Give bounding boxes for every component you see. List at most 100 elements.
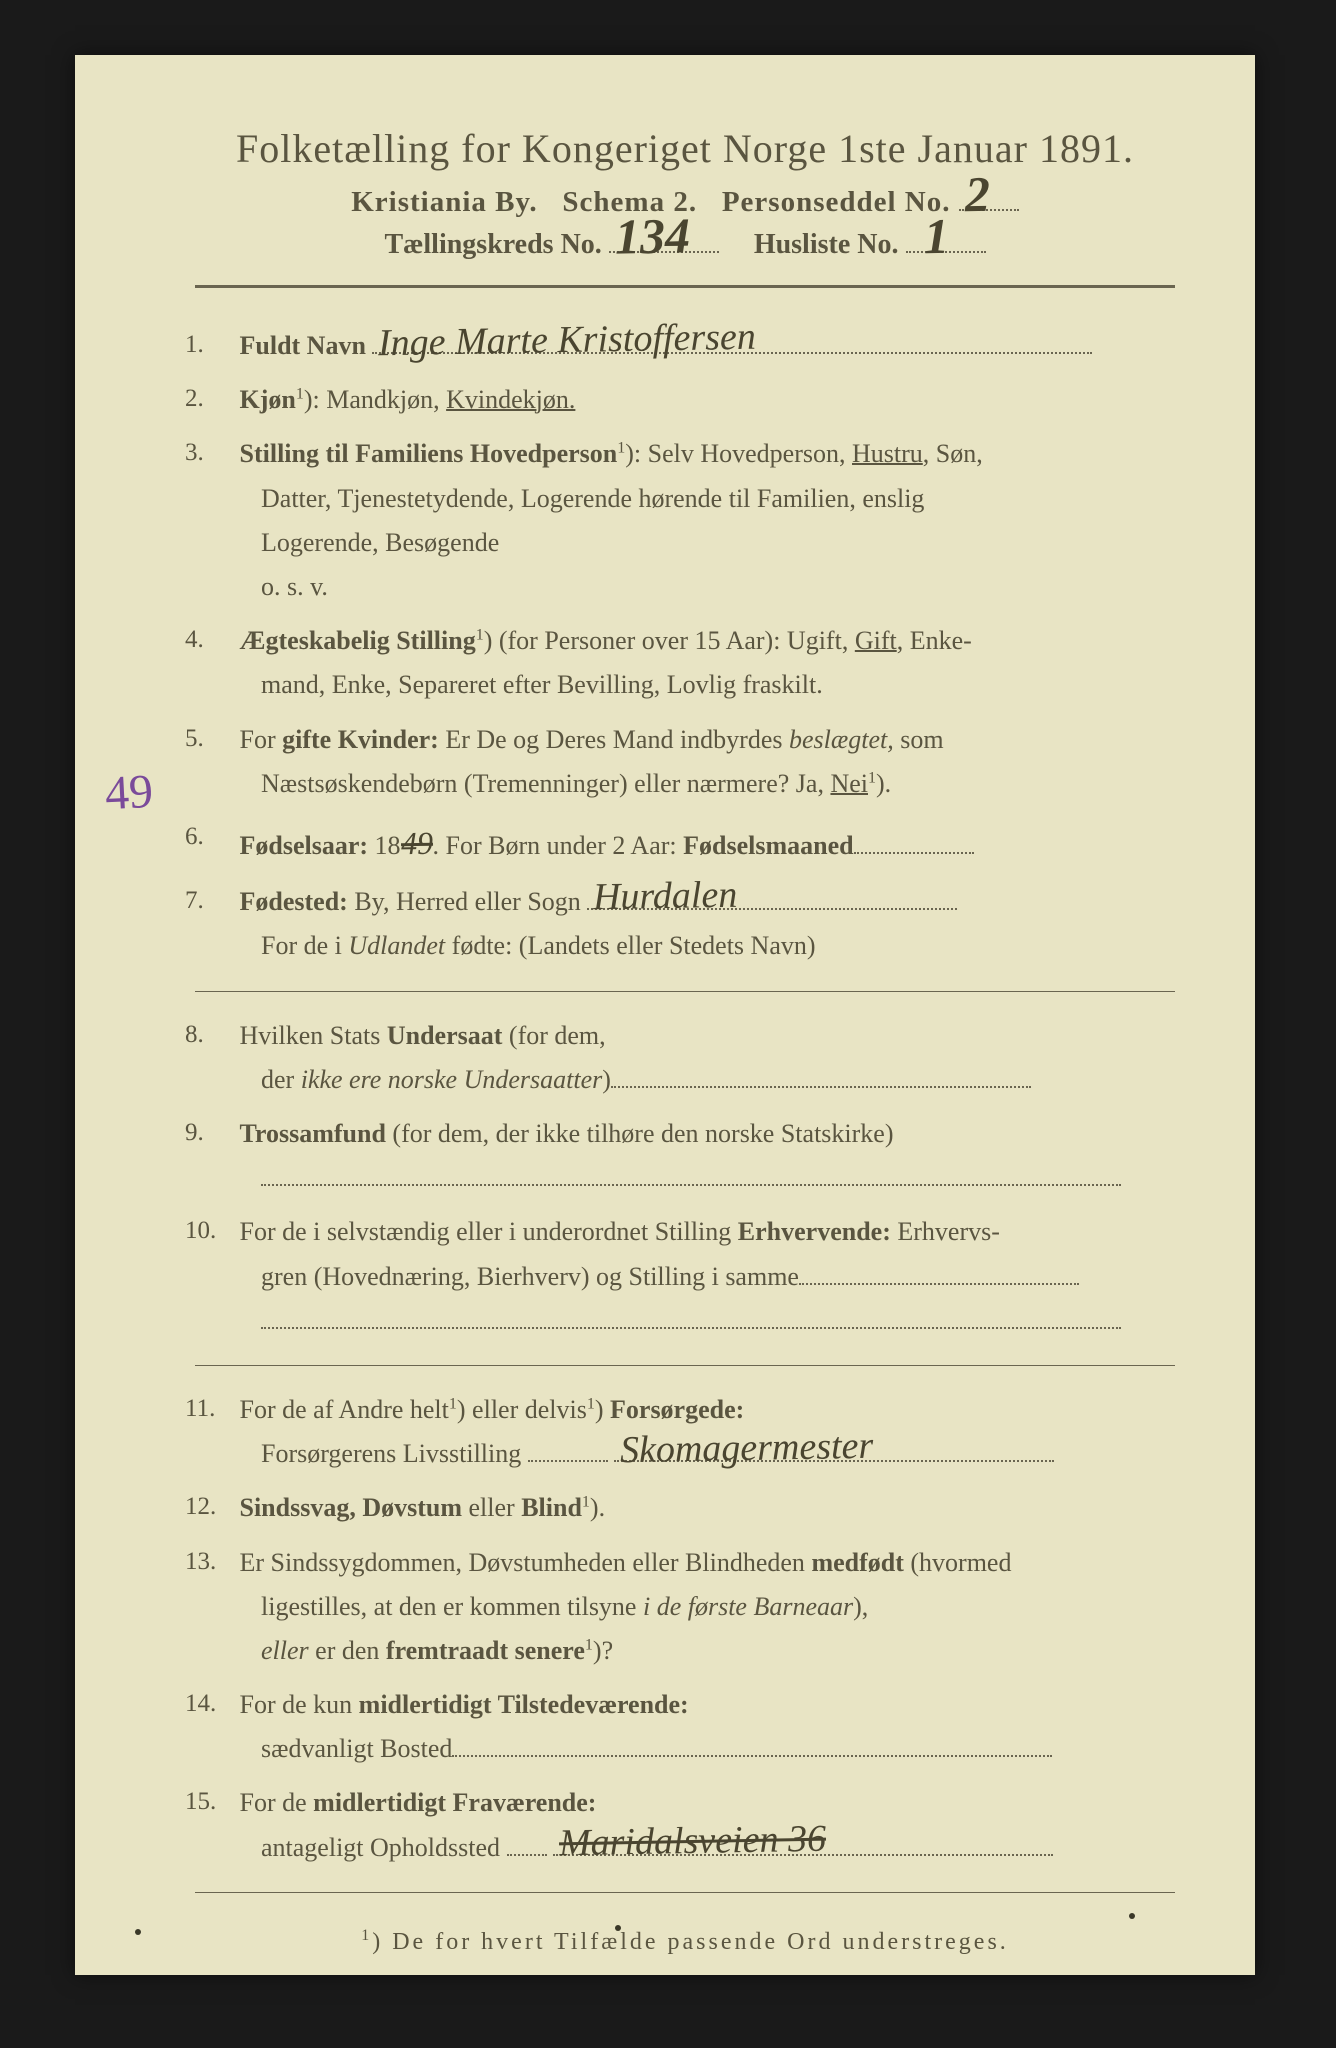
cont-line: gren (Hovednæring, Bierhverv) og Stillin… bbox=[185, 1255, 1195, 1299]
divider-bottom bbox=[195, 1892, 1175, 1893]
superscript: 1 bbox=[587, 1395, 595, 1412]
field-6: 6. Fødselsaar: 1849. For Børn under 2 Aa… bbox=[175, 816, 1195, 870]
divider-top bbox=[195, 285, 1175, 288]
text: der bbox=[261, 1065, 301, 1094]
field-label: Fødested: bbox=[240, 887, 348, 916]
text: ) bbox=[602, 1065, 611, 1094]
field-num: 13. bbox=[185, 1541, 233, 1584]
text: )? bbox=[593, 1636, 613, 1665]
field-2: 2. Kjøn1): Mandkjøn, Kvindekjøn. bbox=[175, 378, 1195, 422]
text: Næstsøskendebørn (Tremenninger) eller næ… bbox=[261, 769, 830, 798]
italic-text: eller bbox=[261, 1636, 309, 1665]
footnote-text: ) De for hvert Tilfælde passende Ord und… bbox=[372, 1929, 1009, 1955]
field-num: 8. bbox=[185, 1014, 233, 1057]
personseddel-label: Personseddel No. bbox=[722, 186, 951, 218]
text: Forsørgerens Livsstilling bbox=[261, 1439, 521, 1468]
field-num: 15. bbox=[185, 1781, 233, 1824]
paper-speck bbox=[1129, 1913, 1135, 1919]
field-num: 10. bbox=[185, 1210, 233, 1253]
husliste-no: 1 bbox=[923, 207, 949, 265]
text: ), bbox=[853, 1592, 868, 1621]
field-11: 11. For de af Andre helt1) eller delvis1… bbox=[175, 1388, 1195, 1476]
taellingskreds-label: Tællingskreds No. bbox=[384, 229, 601, 260]
field-3: 3. Stilling til Familiens Hovedperson1):… bbox=[175, 432, 1195, 609]
label: Blind bbox=[521, 1493, 582, 1522]
field-num: 2. bbox=[185, 378, 233, 421]
superscript: 1 bbox=[585, 1636, 593, 1653]
field-num: 7. bbox=[185, 880, 233, 923]
cont-line: eller er den fremtraadt senere1)? bbox=[185, 1629, 1195, 1673]
field-4: 4. Ægteskabelig Stilling1) (for Personer… bbox=[175, 619, 1195, 707]
superscript: 1 bbox=[868, 769, 876, 786]
text: fødte: (Landets eller Stedets Navn) bbox=[445, 931, 815, 960]
field-10: 10. For de i selvstændig eller i underor… bbox=[175, 1210, 1195, 1343]
text: ): Selv Hovedperson, bbox=[625, 439, 852, 468]
field-label: Ægteskabelig Stilling bbox=[240, 626, 476, 655]
provider-occupation: Skomagermester bbox=[620, 1414, 874, 1483]
divider-mid bbox=[195, 991, 1175, 992]
text: (for dem, der ikke tilhøre den norske St… bbox=[386, 1119, 894, 1148]
field-label: gifte Kvinder: bbox=[282, 725, 439, 754]
field-label: Sindssvag, Døvstum bbox=[240, 1493, 463, 1522]
field-8: 8. Hvilken Stats Undersaat (for dem, der… bbox=[175, 1014, 1195, 1102]
text: ) eller delvis bbox=[457, 1395, 587, 1424]
text: , Søn, bbox=[923, 439, 983, 468]
superscript: 1 bbox=[296, 386, 304, 403]
field-label: Fuldt Navn bbox=[240, 331, 366, 360]
field-label: Stilling til Familiens Hovedperson bbox=[240, 439, 618, 468]
superscript: 1 bbox=[361, 1927, 372, 1944]
cont-line: ligestilles, at den er kommen tilsyne i … bbox=[185, 1585, 1195, 1629]
census-form-page: 49 Folketælling for Kongeriget Norge 1st… bbox=[75, 55, 1255, 1975]
superscript: 1 bbox=[476, 626, 484, 643]
cont-line: For de i Udlandet fødte: (Landets eller … bbox=[185, 924, 1195, 968]
cont-line: Næstsøskendebørn (Tremenninger) eller næ… bbox=[185, 762, 1195, 806]
field-label: Kjøn bbox=[240, 385, 296, 414]
residence-value: Maridalsveien 36 bbox=[558, 1807, 826, 1876]
selected-value: Nei bbox=[830, 769, 868, 798]
margin-annotation: 49 bbox=[104, 764, 155, 821]
field-14: 14. For de kun midlertidigt Tilstedevære… bbox=[175, 1683, 1195, 1771]
text: For de bbox=[240, 1788, 314, 1817]
field-label: midlertidigt Fraværende: bbox=[313, 1788, 596, 1817]
birthplace-value: Hurdalen bbox=[593, 863, 738, 930]
text: Er De og Deres Mand indbyrdes bbox=[439, 725, 789, 754]
field-label: Trossamfund bbox=[240, 1119, 386, 1148]
field-num: 12. bbox=[185, 1486, 233, 1529]
selected-value: Hustru bbox=[852, 439, 923, 468]
birth-year: 49 bbox=[400, 816, 433, 871]
field-5: 5. For gifte Kvinder: Er De og Deres Man… bbox=[175, 718, 1195, 806]
label: Fødselsmaaned bbox=[683, 831, 853, 860]
field-label: Erhvervende: bbox=[738, 1217, 891, 1246]
personseddel-no: 2 bbox=[964, 165, 991, 223]
full-name-value: Inge Marte Kristoffersen bbox=[378, 304, 757, 375]
italic-text: i de første Barneaar bbox=[643, 1592, 853, 1621]
text: antageligt Opholdssted bbox=[261, 1833, 500, 1862]
text: For de i bbox=[261, 931, 348, 960]
text: er den bbox=[309, 1636, 386, 1665]
field-label: midlertidigt Tilstedeværende: bbox=[359, 1690, 689, 1719]
field-num: 4. bbox=[185, 619, 233, 662]
text: ) bbox=[595, 1395, 610, 1424]
field-num: 5. bbox=[185, 718, 233, 761]
paper-speck bbox=[135, 1929, 141, 1935]
cont-line: o. s. v. bbox=[185, 565, 1195, 609]
city-label: Kristiania By. bbox=[351, 186, 537, 218]
text: (for dem, bbox=[502, 1021, 605, 1050]
selected-value: Kvindekjøn. bbox=[446, 385, 575, 414]
italic-text: ikke ere norske Undersaatter bbox=[301, 1065, 603, 1094]
text: ). bbox=[876, 769, 891, 798]
italic-text: Udlandet bbox=[348, 931, 445, 960]
field-num: 6. bbox=[185, 816, 233, 859]
field-num: 3. bbox=[185, 432, 233, 475]
text: ). bbox=[590, 1493, 605, 1522]
text: For de i selvstændig eller i underordnet… bbox=[240, 1217, 738, 1246]
divider-mid2 bbox=[195, 1365, 1175, 1366]
text: (hvormed bbox=[904, 1548, 1012, 1577]
text: ligestilles, at den er kommen tilsyne bbox=[261, 1592, 643, 1621]
field-15: 15. For de midlertidigt Fraværende: anta… bbox=[175, 1781, 1195, 1869]
husliste-label: Husliste No. bbox=[754, 229, 899, 260]
field-num: 11. bbox=[185, 1388, 233, 1431]
text: Er Sindssygdommen, Døvstumheden eller Bl… bbox=[240, 1548, 812, 1577]
cont-line: Logerende, Besøgende bbox=[185, 521, 1195, 565]
italic-text: beslægtet, bbox=[789, 725, 894, 754]
